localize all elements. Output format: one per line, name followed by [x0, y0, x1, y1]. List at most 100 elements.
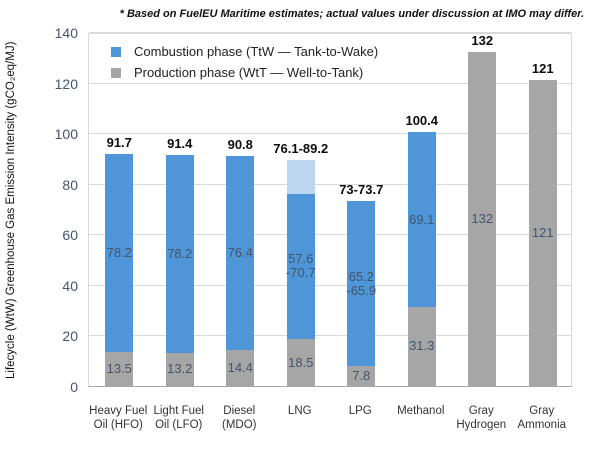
bar-total-label: 132: [471, 33, 494, 49]
x-axis-label: LNG: [255, 404, 345, 418]
bar-total-label: 90.8: [227, 137, 253, 153]
x-axis-label-line: Gray: [468, 405, 494, 417]
bar-segment-combustion: 78.2: [165, 154, 194, 353]
x-axis-label: Light Fuel Oil (LFO): [134, 404, 224, 432]
segment-value-line: 13.2: [167, 361, 193, 377]
segment-value-line: 18.5: [288, 354, 314, 370]
gridline: [89, 32, 571, 33]
y-tick-label: 0: [70, 379, 78, 395]
bar-segment-production: 18.5: [286, 339, 315, 386]
bar-light-fuel-oil-lfo: 13.2 78.2: [165, 154, 194, 386]
segment-value-label: 13.5: [95, 352, 143, 386]
bar-diesel-mdo: 14.4 76.4: [226, 156, 255, 386]
bar-segment-production: 14.4: [226, 349, 255, 386]
segment-value-line: 7.8: [352, 368, 371, 384]
bar-total-label: 121: [531, 61, 554, 77]
y-tick-label: 60: [62, 227, 78, 244]
segment-value-label: 13.2: [156, 353, 204, 386]
x-axis-label-line: Light Fuel: [153, 405, 204, 417]
bar-segment-combustion: 65.2 -65.9: [346, 201, 376, 367]
bar-segment-combustion: 69.1: [407, 132, 436, 307]
bar-segment-combustion: 57.6 -70.7: [285, 193, 316, 340]
plot-area: Combustion phase (TtW — Tank-to-Wake) Pr…: [88, 32, 572, 387]
legend-label-combustion: Combustion phase (TtW — Tank-to-Wake): [134, 44, 379, 59]
bar-total-label: 100.4: [405, 113, 439, 129]
y-tick-label: 120: [54, 75, 78, 92]
segment-value-line: -70.7: [285, 265, 316, 281]
x-axis-label-line: Gray: [529, 405, 555, 417]
segment-value-label: 18.5: [277, 339, 325, 386]
segment-value-line: 76.4: [227, 245, 253, 260]
y-tick-label: 40: [62, 277, 78, 294]
segment-value-label: 121: [519, 80, 567, 386]
gridline: [89, 133, 571, 135]
x-axis-label: Gray Hydrogen: [436, 404, 526, 432]
x-axis-label: LPG: [315, 404, 405, 418]
segment-value-line: 13.5: [106, 360, 132, 376]
segment-value-label: 78.2: [95, 154, 143, 352]
gridline: [89, 335, 571, 337]
segment-value-label: 31.3: [398, 307, 446, 386]
legend-item-combustion: Combustion phase (TtW — Tank-to-Wake): [111, 41, 378, 62]
bar-segment-combustion: 76.4: [226, 156, 255, 350]
segment-value-label: 78.2: [156, 155, 204, 353]
x-axis-label-line: LPG: [348, 405, 372, 417]
segment-value-line: 65.2: [348, 268, 374, 284]
legend-item-production: Production phase (WtT — Well-to-Tank): [111, 62, 378, 83]
segment-value-line: -65.9: [346, 282, 377, 298]
gridline: [89, 82, 571, 84]
bar-segment-production: 31.3: [407, 306, 436, 386]
segment-value-label: 65.2 -65.9: [337, 201, 385, 366]
x-axis-label-line: Diesel: [223, 405, 256, 417]
segment-value-label: 69.1: [398, 132, 446, 307]
bar-lng: 18.5 57.6 -70.7: [285, 160, 316, 386]
x-axis-label: Methanol: [376, 404, 466, 418]
x-axis-label: Heavy Fuel Oil (HFO): [73, 404, 163, 432]
x-axis-label-line: Heavy Fuel: [89, 405, 148, 417]
legend: Combustion phase (TtW — Tank-to-Wake) Pr…: [111, 41, 378, 83]
bar-methanol: 31.3 69.1: [407, 132, 436, 386]
segment-value-label: 132: [458, 52, 506, 386]
bar-gray-hydrogen: 132: [468, 52, 497, 386]
x-axis-label: Diesel (MDO): [194, 404, 284, 432]
x-axis-label-line: Oil (LFO): [155, 419, 203, 431]
bar-segment-production: 13.5: [105, 351, 134, 386]
bar-gray-ammonia: 121: [528, 80, 557, 386]
production-swatch-icon: [111, 67, 121, 78]
segment-value-line: 57.6: [288, 251, 314, 267]
bar-heavy-fuel-oil-hfo: 13.5 78.2: [105, 154, 134, 386]
bar-segment-production: 7.8: [347, 366, 376, 386]
gridline: [89, 234, 571, 236]
segment-value-line: 78.2: [106, 245, 132, 261]
segment-value-line: 121: [531, 225, 554, 241]
bar-segment-production: 132: [468, 52, 497, 386]
gridline: [89, 183, 571, 185]
combustion-swatch-icon: [111, 46, 121, 57]
segment-value-line: 132: [471, 211, 494, 227]
bar-segment-production: 121: [528, 80, 557, 386]
x-axis-label-line: Oil (HFO): [93, 419, 143, 431]
bar-segment-production: 13.2: [165, 352, 194, 386]
bar-total-label: 73-73.7: [339, 182, 384, 198]
legend-label-production: Production phase (WtT — Well-to-Tank): [134, 65, 364, 80]
segment-value-label: 76.4: [216, 156, 264, 349]
bar-total-label: 91.4: [167, 135, 193, 151]
y-tick-label: 100: [54, 126, 78, 143]
x-axis-label-line: (MDO): [222, 419, 257, 431]
x-axis-label-line: Hydrogen: [456, 419, 507, 431]
segment-value-label: 14.4: [216, 350, 264, 386]
y-axis-title: Lifecycle (WtW) Greenhouse Gas Emission …: [5, 41, 17, 379]
chart-note: * Based on FuelEU Maritime estimates; ac…: [119, 8, 584, 20]
bar-segment-combustion: 78.2: [105, 154, 134, 352]
segment-value-line: 78.2: [167, 245, 193, 261]
segment-value-line: 31.3: [409, 338, 435, 354]
y-tick-label: 140: [54, 25, 78, 41]
y-tick-label: 20: [62, 328, 78, 345]
segment-value-line: 69.1: [409, 211, 435, 227]
x-axis-label-line: LNG: [287, 405, 312, 417]
y-tick-label: 80: [62, 176, 78, 193]
bar-lpg: 7.8 65.2 -65.9: [346, 201, 376, 386]
x-axis-label-line: Ammonia: [517, 419, 567, 431]
bar-total-label: 76.1-89.2: [273, 141, 329, 157]
